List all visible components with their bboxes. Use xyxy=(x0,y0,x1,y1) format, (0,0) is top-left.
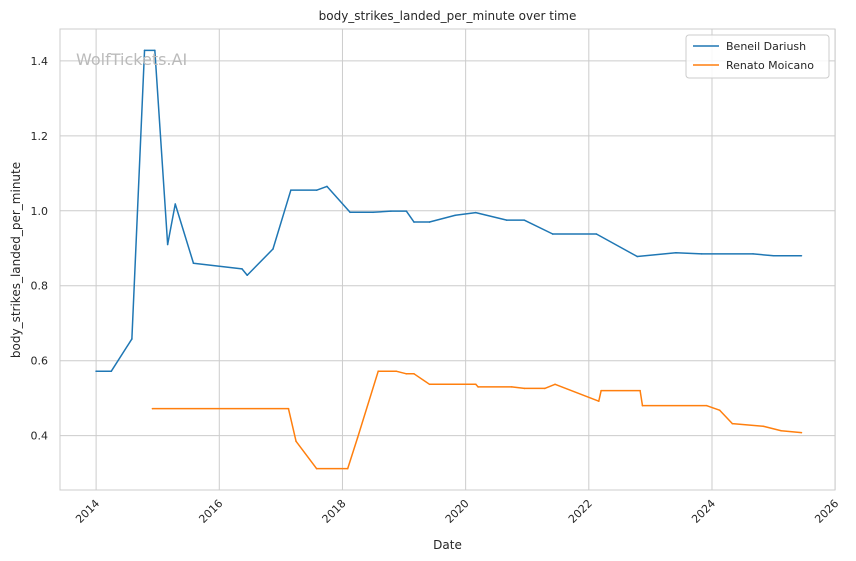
series-1 xyxy=(151,370,803,470)
y-tick-label: 1.2 xyxy=(31,130,49,143)
data-point xyxy=(474,383,477,386)
data-point xyxy=(600,389,602,392)
data-point xyxy=(474,211,477,214)
watermark: WolfTickets.AI xyxy=(76,50,187,69)
data-point xyxy=(639,389,641,392)
data-point xyxy=(477,386,479,388)
data-point xyxy=(143,49,146,52)
data-point xyxy=(554,383,556,386)
data-point xyxy=(705,404,708,407)
data-point xyxy=(428,383,431,386)
data-point xyxy=(405,373,408,375)
data-point xyxy=(315,467,318,470)
data-point xyxy=(166,243,169,246)
data-point xyxy=(800,431,803,434)
y-axis-ticks: 0.4 0.6 0.8 1.0 1.2 1.4 xyxy=(31,55,49,443)
data-point xyxy=(95,370,97,372)
y-tick-label: 1.4 xyxy=(31,55,49,68)
data-point xyxy=(295,440,297,443)
chart-title: body_strikes_landed_per_minute over time xyxy=(319,9,577,23)
data-point xyxy=(413,221,415,223)
data-point xyxy=(192,262,195,265)
data-point xyxy=(377,370,380,372)
data-point xyxy=(780,429,782,432)
y-tick-label: 1.0 xyxy=(31,205,49,218)
legend: Beneil Dariush Renato Moicano xyxy=(685,34,830,79)
legend-label: Renato Moicano xyxy=(726,59,814,72)
y-tick-label: 0.4 xyxy=(31,430,49,443)
data-point xyxy=(428,221,431,223)
data-point xyxy=(731,422,734,425)
data-point xyxy=(413,373,415,375)
x-axis-label: Date xyxy=(433,538,462,552)
data-point xyxy=(700,253,703,255)
legend-box xyxy=(685,34,830,79)
data-point xyxy=(356,436,359,439)
y-tick-label: 0.6 xyxy=(31,355,49,368)
data-point xyxy=(131,338,133,340)
data-point xyxy=(762,425,765,428)
legend-label: Beneil Dariush xyxy=(726,40,806,53)
data-point xyxy=(315,189,318,191)
data-point xyxy=(543,387,546,390)
data-point xyxy=(110,370,113,372)
data-point xyxy=(510,386,513,388)
series-0 xyxy=(95,49,803,372)
data-point xyxy=(505,219,508,221)
data-point xyxy=(395,370,397,372)
data-point xyxy=(675,251,677,254)
data-point xyxy=(405,210,408,212)
data-point xyxy=(523,219,526,221)
data-point xyxy=(241,268,243,270)
data-point xyxy=(641,404,644,407)
data-point xyxy=(718,409,721,411)
data-point xyxy=(151,407,154,410)
data-point xyxy=(636,255,639,258)
y-tick-label: 0.8 xyxy=(31,280,49,293)
y-axis-label: body_strikes_landed_per_minute xyxy=(9,162,23,358)
data-point xyxy=(326,185,328,188)
data-point xyxy=(346,467,349,470)
data-point xyxy=(597,400,600,402)
plot-area-frame xyxy=(59,28,836,491)
data-point xyxy=(800,254,803,257)
data-point xyxy=(272,248,274,250)
data-point xyxy=(154,49,156,52)
data-point xyxy=(523,387,526,390)
data-point xyxy=(752,253,754,255)
series-layer xyxy=(95,49,803,470)
data-point xyxy=(290,189,292,191)
data-point xyxy=(454,214,457,217)
data-point xyxy=(390,210,392,212)
series-line xyxy=(96,49,802,372)
data-point xyxy=(595,233,598,235)
data-point xyxy=(372,211,374,214)
data-point xyxy=(772,254,775,257)
data-point xyxy=(551,233,554,235)
data-point xyxy=(287,407,290,410)
data-point xyxy=(349,211,351,214)
data-point xyxy=(246,274,249,277)
data-point xyxy=(174,203,177,205)
